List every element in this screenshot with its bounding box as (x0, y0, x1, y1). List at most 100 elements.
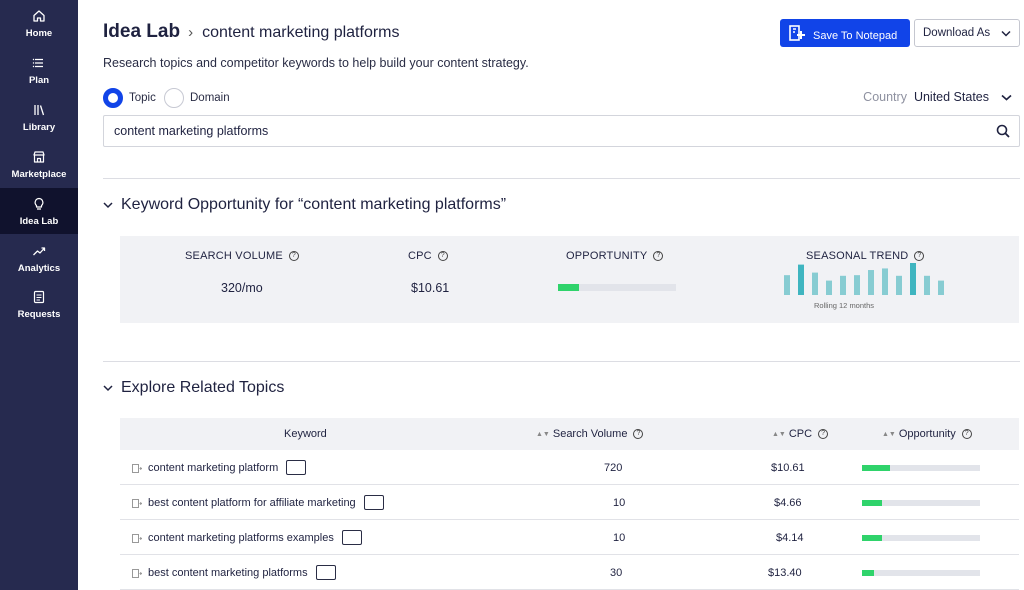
breadcrumb-root[interactable]: Idea Lab (103, 21, 181, 42)
add-to-notepad-icon[interactable] (132, 569, 142, 578)
download-as-label: Download As (923, 27, 991, 39)
related-topics-header[interactable]: Explore Related Topics (103, 379, 284, 397)
help-icon[interactable]: ? (653, 251, 664, 261)
help-icon[interactable]: ? (633, 429, 644, 439)
cpc-cell: $4.66 (774, 497, 802, 509)
sidebar-item-label: Library (22, 122, 56, 133)
chevron-down-icon (1001, 30, 1011, 37)
opportunity-bar (862, 570, 980, 576)
column-keyword[interactable]: Keyword (284, 428, 327, 440)
help-icon[interactable]: ? (961, 429, 972, 439)
sidebar-item-plan[interactable]: Plan (0, 47, 78, 93)
column-search-volume[interactable]: ▲▼ Search Volume ? (536, 428, 644, 440)
seasonal-trend-caption: Rolling 12 months (814, 301, 875, 310)
opportunity-bar (558, 284, 676, 291)
save-to-notepad-button[interactable]: Save To Notepad (780, 19, 910, 47)
page-title: content marketing platforms (202, 24, 400, 41)
sidebar-item-label: Requests (17, 309, 61, 320)
search-volume-cell: 10 (613, 532, 626, 544)
help-icon[interactable]: ? (914, 251, 925, 261)
keyword-action-box[interactable] (286, 460, 307, 475)
cpc-label: CPC (408, 250, 432, 262)
save-to-notepad-label: Save To Notepad (813, 30, 898, 42)
help-icon[interactable]: ? (288, 251, 299, 261)
radio-domain-label: Domain (190, 92, 230, 104)
sort-icon[interactable]: ▲▼ (882, 430, 896, 438)
column-opportunity-label: Opportunity (898, 428, 956, 440)
keyword-action-box[interactable] (341, 530, 362, 545)
keyword-text[interactable]: best content marketing platforms (148, 566, 308, 579)
seasonal-trend-bar (826, 280, 832, 295)
keyword-text[interactable]: content marketing platforms examples (148, 531, 334, 544)
sidebar-item-label: Home (25, 28, 53, 39)
radio-topic[interactable]: Topic (103, 88, 156, 108)
search-volume-cell: 10 (613, 497, 626, 509)
column-opportunity[interactable]: ▲▼ Opportunity ? (882, 428, 972, 440)
help-icon[interactable]: ? (437, 251, 448, 261)
opportunity-bar (862, 465, 980, 471)
column-cpc[interactable]: ▲▼ CPC ? (772, 428, 829, 440)
chevron-down-icon[interactable] (103, 200, 113, 210)
chevron-down-icon[interactable] (103, 383, 113, 393)
table-row[interactable]: best content marketing platforms 30 $13.… (120, 555, 1019, 590)
radio-domain[interactable]: Domain (164, 88, 230, 108)
store-icon (33, 151, 45, 163)
sidebar-item-home[interactable]: Home (0, 0, 78, 46)
cpc-cell: $10.61 (771, 462, 805, 474)
radio-domain-indicator[interactable] (164, 88, 184, 108)
opportunity-bar (862, 500, 980, 506)
radio-topic-indicator[interactable] (103, 88, 123, 108)
table-row[interactable]: content marketing platform 720 $10.61 (120, 450, 1019, 485)
country-select[interactable]: Country United States (863, 90, 1012, 104)
country-value[interactable]: United States (913, 90, 989, 104)
sort-icon[interactable]: ▲▼ (536, 430, 550, 438)
keyword-text[interactable]: content marketing platform (148, 461, 279, 474)
search-box (103, 115, 1020, 147)
breadcrumb: Idea Lab › content marketing platforms (103, 21, 400, 43)
add-to-notepad-icon[interactable] (132, 499, 142, 508)
sort-icon[interactable]: ▲▼ (772, 430, 786, 438)
keyword-cell: content marketing platforms examples (148, 530, 362, 545)
download-as-button[interactable]: Download As (914, 19, 1020, 47)
add-to-notepad-icon[interactable] (132, 534, 142, 543)
help-icon[interactable]: ? (818, 429, 829, 439)
opportunity-bar-fill (862, 570, 874, 576)
sidebar-item-label: Idea Lab (19, 216, 59, 227)
sidebar-item-marketplace[interactable]: Marketplace (0, 141, 78, 187)
keyword-metrics-panel: SEARCH VOLUME ? 320/mo CPC ? $10.61 OPPO… (120, 236, 1019, 323)
keyword-opportunity-header[interactable]: Keyword Opportunity for “content marketi… (103, 196, 506, 214)
opportunity-bar-fill (862, 465, 891, 471)
keyword-text[interactable]: best content platform for affiliate mark… (148, 496, 356, 509)
search-volume-heading: SEARCH VOLUME ? (185, 250, 299, 262)
add-to-notepad-icon[interactable] (132, 464, 142, 473)
seasonal-trend-bar (924, 275, 930, 295)
related-topics-table: Keyword ▲▼ Search Volume ? ▲▼ CPC ? ▲▼ O… (120, 418, 1019, 590)
document-icon (33, 290, 45, 304)
keyword-action-box[interactable] (363, 495, 384, 510)
search-volume-value: 320/mo (221, 281, 263, 295)
keyword-action-box[interactable] (315, 565, 336, 580)
divider (103, 361, 1020, 362)
table-row[interactable]: best content platform for affiliate mark… (120, 485, 1019, 520)
cpc-value: $10.61 (411, 281, 450, 295)
opportunity-bar-fill (862, 535, 883, 541)
page-subtitle: Research topics and competitor keywords … (103, 56, 529, 70)
column-cpc-label: CPC (788, 428, 813, 440)
search-input[interactable] (114, 124, 974, 138)
sidebar-item-idea-lab[interactable]: Idea Lab (0, 188, 78, 234)
search-icon[interactable] (996, 124, 1010, 138)
opportunity-bar (862, 535, 980, 541)
opportunity-bar-fill (862, 500, 883, 506)
sidebar-item-requests[interactable]: Requests (0, 281, 78, 327)
table-header: Keyword ▲▼ Search Volume ? ▲▼ CPC ? ▲▼ O… (120, 418, 1019, 450)
country-label: Country (863, 90, 907, 104)
sidebar-item-analytics[interactable]: Analytics (0, 235, 78, 281)
column-keyword-label: Keyword (284, 428, 327, 440)
seasonal-trend-bar (910, 263, 916, 295)
opportunity-heading: OPPORTUNITY ? (566, 250, 664, 262)
sidebar-item-label: Plan (28, 75, 50, 86)
sidebar-item-library[interactable]: Library (0, 94, 78, 140)
table-row[interactable]: content marketing platforms examples 10 … (120, 520, 1019, 555)
chevron-down-icon[interactable] (1001, 94, 1012, 101)
seasonal-trend-bar (812, 272, 818, 295)
